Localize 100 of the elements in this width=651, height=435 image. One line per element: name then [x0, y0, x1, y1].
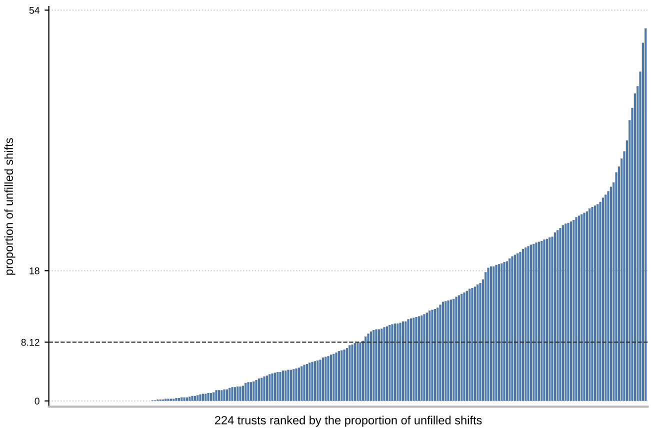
bar — [506, 261, 508, 401]
bar — [532, 244, 535, 401]
bar — [255, 380, 258, 401]
bar — [415, 316, 418, 401]
bar — [484, 272, 487, 401]
bar — [410, 318, 412, 401]
x-axis-title: 224 trusts ranked by the proportion of unfilled shifts — [215, 416, 482, 427]
bar — [450, 300, 452, 401]
bar — [463, 292, 466, 401]
bar — [434, 309, 436, 401]
bar — [356, 342, 359, 401]
bar — [474, 286, 476, 401]
bar — [418, 316, 420, 401]
bar — [292, 369, 295, 401]
bar — [386, 326, 388, 401]
bar — [287, 370, 290, 401]
bar — [444, 301, 447, 401]
bar — [210, 392, 212, 401]
bar — [530, 244, 532, 401]
bar — [274, 372, 276, 401]
bar — [559, 228, 562, 401]
bar — [186, 397, 188, 401]
bar — [250, 382, 252, 401]
bar — [535, 242, 538, 401]
bar — [244, 382, 247, 401]
bar — [514, 254, 516, 401]
bar — [439, 304, 442, 401]
bar — [204, 394, 207, 401]
bar — [314, 361, 316, 401]
bar — [580, 214, 583, 401]
bar — [500, 263, 503, 401]
y-tick-label: 0 — [34, 398, 40, 405]
bar — [572, 220, 575, 401]
bar — [231, 387, 234, 401]
bar — [423, 314, 426, 401]
bar — [247, 382, 250, 401]
bar — [335, 352, 338, 401]
bar — [596, 204, 599, 401]
bar — [471, 288, 474, 401]
bar — [522, 248, 524, 401]
bar — [575, 217, 578, 401]
bar — [399, 322, 402, 401]
bar — [308, 362, 311, 401]
y-tick-label: 8.12 — [21, 338, 40, 346]
bar — [370, 331, 372, 401]
bar — [303, 364, 306, 401]
bar — [644, 28, 647, 401]
bar — [311, 362, 314, 401]
bar — [495, 264, 498, 401]
bar — [188, 396, 191, 401]
bar — [340, 350, 343, 401]
bar — [402, 321, 404, 401]
bar — [252, 381, 255, 401]
bar — [295, 368, 298, 401]
bar — [519, 252, 522, 401]
bar — [284, 370, 287, 401]
bar — [527, 246, 530, 401]
bar — [476, 284, 479, 401]
bar — [380, 328, 383, 401]
bar — [279, 372, 282, 401]
bar — [586, 211, 588, 401]
y-tick-label: 54 — [29, 6, 40, 14]
bar — [591, 206, 594, 401]
bar — [260, 378, 263, 401]
bar — [364, 336, 367, 401]
bar — [372, 330, 375, 401]
bar — [175, 398, 178, 401]
bar — [426, 312, 428, 401]
bar — [524, 248, 527, 401]
bar — [194, 396, 196, 401]
bar — [396, 324, 399, 401]
bar — [218, 390, 220, 401]
bar — [404, 321, 407, 401]
bar — [551, 236, 554, 401]
bar — [455, 296, 458, 401]
bar — [298, 368, 300, 401]
bar — [183, 397, 186, 401]
bar — [442, 302, 444, 401]
bar — [316, 360, 319, 401]
bar — [266, 376, 268, 401]
bar — [276, 372, 279, 401]
bar — [324, 356, 327, 401]
bar — [351, 344, 354, 401]
bar — [226, 389, 228, 401]
bar — [375, 329, 378, 401]
y-axis-title: proportion of unfilled shifts — [4, 138, 16, 275]
bar — [503, 262, 506, 401]
bar — [492, 266, 495, 401]
bar — [420, 316, 423, 401]
bar — [378, 329, 380, 401]
bar — [508, 258, 511, 401]
bar — [554, 232, 556, 401]
bar — [538, 242, 540, 401]
bar — [407, 319, 410, 401]
bar — [498, 264, 500, 401]
bar — [332, 354, 335, 401]
bar — [263, 376, 266, 401]
bar — [338, 351, 340, 401]
bar — [234, 387, 236, 401]
bar — [239, 386, 242, 401]
